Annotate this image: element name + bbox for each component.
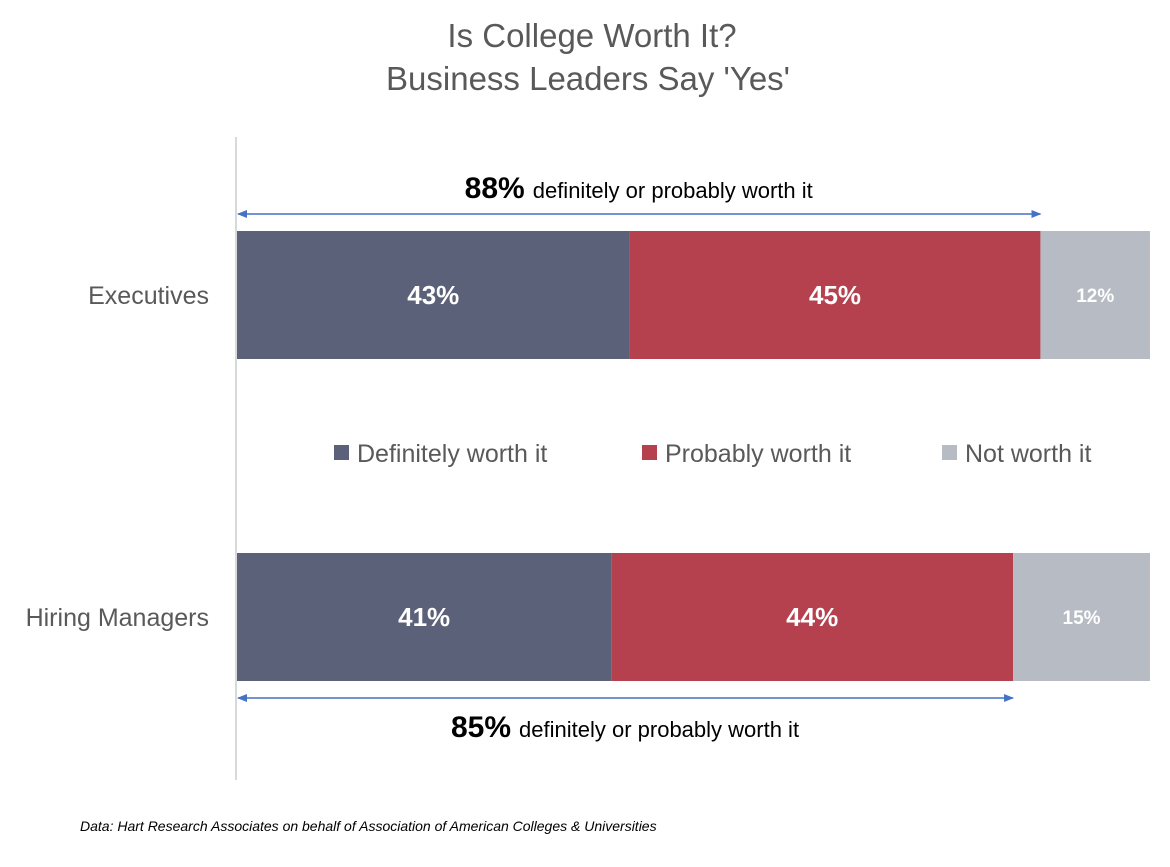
- bar-segment: [611, 553, 1014, 681]
- category-label: Executives: [88, 282, 209, 310]
- bar-segment: [1040, 231, 1150, 359]
- bar-segment: [237, 553, 612, 681]
- legend: Definitely worth it Probably worth it Not …: [334, 440, 1091, 468]
- legend-swatch: [334, 445, 349, 460]
- category-label: Hiring Managers: [26, 604, 209, 632]
- chart-title-line-2: Business Leaders Say 'Yes': [386, 60, 790, 97]
- legend-label: Not worth it: [965, 440, 1091, 468]
- data-label: 15%: [1063, 608, 1101, 629]
- annotation-number: 88%: [465, 172, 525, 205]
- data-label: 44%: [786, 602, 838, 632]
- span-annotation: 88% definitely or probably worth it: [465, 172, 813, 205]
- legend-swatch: [942, 445, 957, 460]
- bar-segment: [237, 231, 630, 359]
- annotations-layer: 88% definitely or probably worth it 85% def…: [237, 172, 1042, 744]
- data-label: 41%: [398, 602, 450, 632]
- chart-title-line-1: Is College Worth It?: [447, 17, 736, 54]
- legend-label: Probably worth it: [665, 440, 851, 468]
- bar-segment: [629, 231, 1041, 359]
- legend-label: Definitely worth it: [357, 440, 547, 468]
- data-label: 43%: [407, 280, 459, 310]
- span-annotation: 85% definitely or probably worth it: [451, 711, 799, 744]
- annotation-number: 85%: [451, 711, 511, 744]
- source-note: Data: Hart Research Associates on behalf…: [80, 818, 657, 834]
- bars-layer: Executives 43% 45% 12% Hiring Managers 41% 44%…: [26, 231, 1150, 681]
- annotation-text: definitely or probably worth it: [519, 717, 799, 742]
- data-label: 45%: [809, 280, 861, 310]
- bar-segment: [1013, 553, 1150, 681]
- data-label: 12%: [1076, 286, 1114, 307]
- legend-swatch: [642, 445, 657, 460]
- annotation-text: definitely or probably worth it: [533, 178, 813, 203]
